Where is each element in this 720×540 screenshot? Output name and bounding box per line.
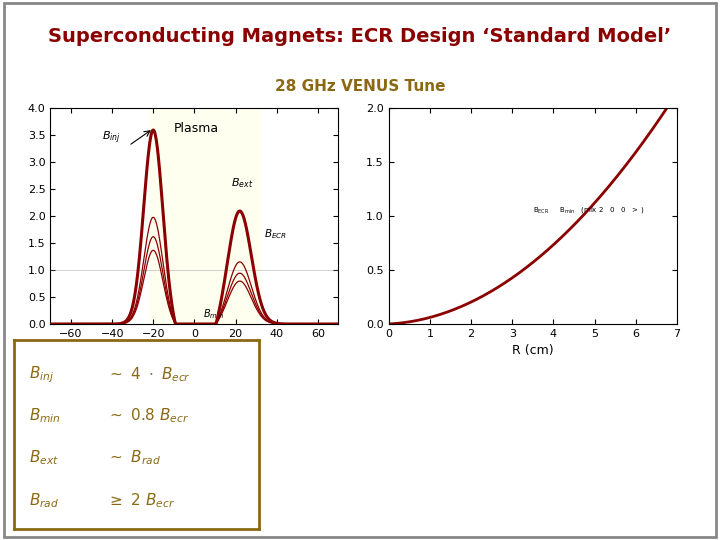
Text: $B_{inj}$: $B_{inj}$ <box>29 364 54 384</box>
Text: $\mathregular{B_{ECR}\ \ \ \ \ B_{min}\ \ \ (mix\ 2\ \ \ 0\ \ \ 0\ \ >\  )}$: $\mathregular{B_{ECR}\ \ \ \ \ B_{min}\ … <box>533 205 645 214</box>
X-axis label: R (cm): R (cm) <box>512 345 554 357</box>
Text: $B_{min}$: $B_{min}$ <box>29 407 61 425</box>
Text: $B_{rad}$: $B_{rad}$ <box>29 491 59 510</box>
Text: $\sim\ B_{rad}$: $\sim\ B_{rad}$ <box>107 448 161 467</box>
Text: $B_{inj}$: $B_{inj}$ <box>102 130 121 146</box>
Text: Superconducting Magnets: ECR Design ‘Standard Model’: Superconducting Magnets: ECR Design ‘Sta… <box>48 27 672 46</box>
Text: 28 GHz VENUS Tune: 28 GHz VENUS Tune <box>275 79 445 94</box>
Text: $B_{min}$: $B_{min}$ <box>202 307 224 321</box>
X-axis label: Z (cm): Z (cm) <box>174 345 215 357</box>
Text: $\sim\ 0.8\ B_{ecr}$: $\sim\ 0.8\ B_{ecr}$ <box>107 407 190 425</box>
Text: $\geq\ 2\ B_{ecr}$: $\geq\ 2\ B_{ecr}$ <box>107 491 176 510</box>
Text: $B_{ECR}$: $B_{ECR}$ <box>264 227 287 241</box>
Text: $\sim\ 4\ \cdot\ B_{ecr}$: $\sim\ 4\ \cdot\ B_{ecr}$ <box>107 365 192 383</box>
Text: Plasma: Plasma <box>174 122 219 136</box>
Text: $B_{ext}$: $B_{ext}$ <box>231 176 253 190</box>
Text: $B_{ext}$: $B_{ext}$ <box>29 448 59 467</box>
